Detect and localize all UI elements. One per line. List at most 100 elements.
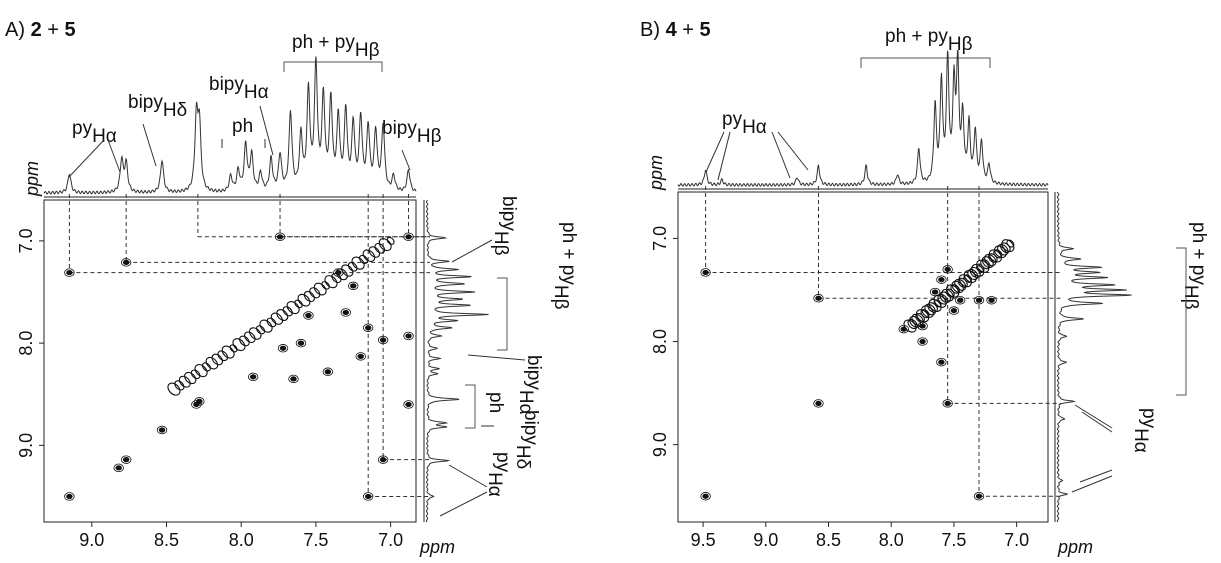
cross-peak — [931, 289, 939, 295]
diagonal-peak — [194, 363, 208, 378]
leader-line — [1081, 411, 1113, 433]
y-tick-label: 8.0 — [16, 331, 36, 356]
cross-peak-contour — [377, 335, 389, 345]
diagonal-peak — [374, 242, 386, 254]
diagonal-peak — [994, 245, 1007, 259]
annotation-bipy-h-delta: bipyHδ — [128, 92, 187, 121]
diagonal-peak — [232, 338, 246, 352]
x-tick-label: 7.5 — [303, 530, 328, 550]
diagonal-peak — [167, 382, 181, 396]
cross-peak — [122, 259, 130, 265]
cross-peak-contour — [348, 281, 359, 291]
side-annotation-ph-py-h-beta: ph + pyHβ — [1180, 222, 1209, 310]
cross-peak-contour — [813, 399, 824, 408]
panel-a-x-axis: 9.0 8.5 8.0 7.5 7.0 — [79, 522, 403, 550]
cross-peak-contour — [156, 425, 168, 435]
x-tick-label: 9.0 — [79, 530, 104, 550]
side-annotation-ph: ph — [485, 392, 506, 413]
diagonal-peak — [951, 280, 964, 294]
diagonal-peak — [378, 238, 392, 252]
panel-a-title: A) 2 + 5 — [5, 19, 76, 41]
cross-peak — [297, 340, 305, 346]
x-tick-label: 8.5 — [816, 530, 841, 550]
diagonal-peak — [297, 293, 311, 307]
panel-a-y-axis: 7.0 8.0 9.0 — [16, 228, 44, 458]
diagonal-peak — [229, 344, 238, 353]
diagonal-peak — [309, 287, 321, 299]
cross-peak-contour — [917, 321, 928, 331]
leader-line — [705, 131, 725, 173]
cross-peak-contour — [936, 357, 947, 367]
y-tick-label: 7.0 — [16, 228, 36, 253]
annotation-ph-py-h-beta: ph + pyHβ — [885, 26, 973, 55]
diagonal-peak — [259, 319, 273, 333]
cross-peak — [350, 283, 357, 289]
cross-peak-contour — [120, 455, 132, 464]
diagonal-peak — [1000, 242, 1011, 254]
bracket — [283, 61, 383, 72]
cross-peak-contour — [295, 338, 307, 348]
x-tick-label: 9.0 — [753, 530, 778, 550]
panel-a-connectors — [68, 194, 430, 497]
cross-peak-contour — [929, 287, 941, 297]
diagonal-peak — [362, 249, 376, 263]
x-tick-label: 9.5 — [691, 530, 716, 550]
panel-b-y-axis: 7.0 8.0 9.0 — [650, 226, 678, 457]
x-tick-label: 8.0 — [879, 530, 904, 550]
cross-peak — [938, 359, 945, 365]
annotation-py-h-alpha: pyHα — [72, 118, 117, 147]
cross-peak — [815, 400, 822, 407]
diagonal-peak — [282, 306, 293, 317]
panel-b-title: B) 4 + 5 — [640, 19, 711, 41]
diagonal-peak — [174, 380, 185, 391]
diagonal-peak — [286, 301, 300, 315]
diagonal-peak — [324, 275, 338, 289]
cross-peak-contour — [322, 367, 334, 376]
panel-b-x-axis-label: ppm — [1057, 537, 1093, 557]
bracket — [1176, 247, 1187, 396]
side-annotation-py-h-alpha: pyHα — [484, 452, 513, 497]
diagonal-peak — [347, 261, 358, 272]
diagonal-peak — [211, 353, 224, 366]
panel-b: B) 4 + 5 pyHα ph + pyHβ ppm ph + pyHβ py… — [640, 19, 1209, 557]
bracket — [465, 384, 476, 429]
cross-peak-contour — [973, 492, 985, 501]
cross-peak — [975, 493, 983, 499]
cross-peak-contour — [813, 294, 824, 303]
cross-peak — [196, 398, 203, 404]
diagonal-peak — [256, 325, 266, 335]
cross-peak — [944, 400, 951, 407]
cross-peak-contour — [340, 308, 351, 317]
diagonal-peak — [981, 256, 994, 269]
panel-a-top-ppm-label: ppm — [22, 161, 42, 197]
cross-peak-contour — [377, 455, 389, 464]
cross-peak-contour — [247, 372, 259, 382]
cross-peak — [249, 374, 257, 380]
cross-peak-contour — [120, 258, 132, 267]
diagonal-peak — [997, 243, 1009, 256]
cross-peak — [957, 297, 964, 303]
cross-peak — [357, 353, 364, 359]
diagonal-peak — [331, 272, 342, 284]
diagonal-peak — [294, 299, 303, 309]
cross-peak — [379, 457, 387, 463]
diagonal-peak — [924, 303, 936, 316]
cross-peak-contour — [942, 265, 953, 274]
diagonal-peak — [321, 281, 330, 290]
annotation-ph-py-h-beta: ph + pyHβ — [292, 32, 380, 61]
panel-b-top-ppm-label: ppm — [646, 155, 666, 191]
cross-peak-contour — [113, 463, 124, 473]
diagonal-peak — [184, 371, 197, 385]
cross-peak — [405, 333, 412, 339]
leader-line — [107, 139, 121, 173]
leader-line — [451, 239, 493, 263]
annotation-py-h-alpha: pyHα — [722, 109, 767, 138]
diagonal-peak — [276, 309, 289, 321]
diagonal-peak — [335, 268, 348, 281]
x-tick-label: 7.5 — [941, 530, 966, 550]
cross-peak-contour — [942, 399, 953, 408]
leader-line — [1074, 404, 1113, 429]
diagonal-peak — [351, 256, 365, 270]
y-tick-label: 9.0 — [650, 432, 670, 457]
